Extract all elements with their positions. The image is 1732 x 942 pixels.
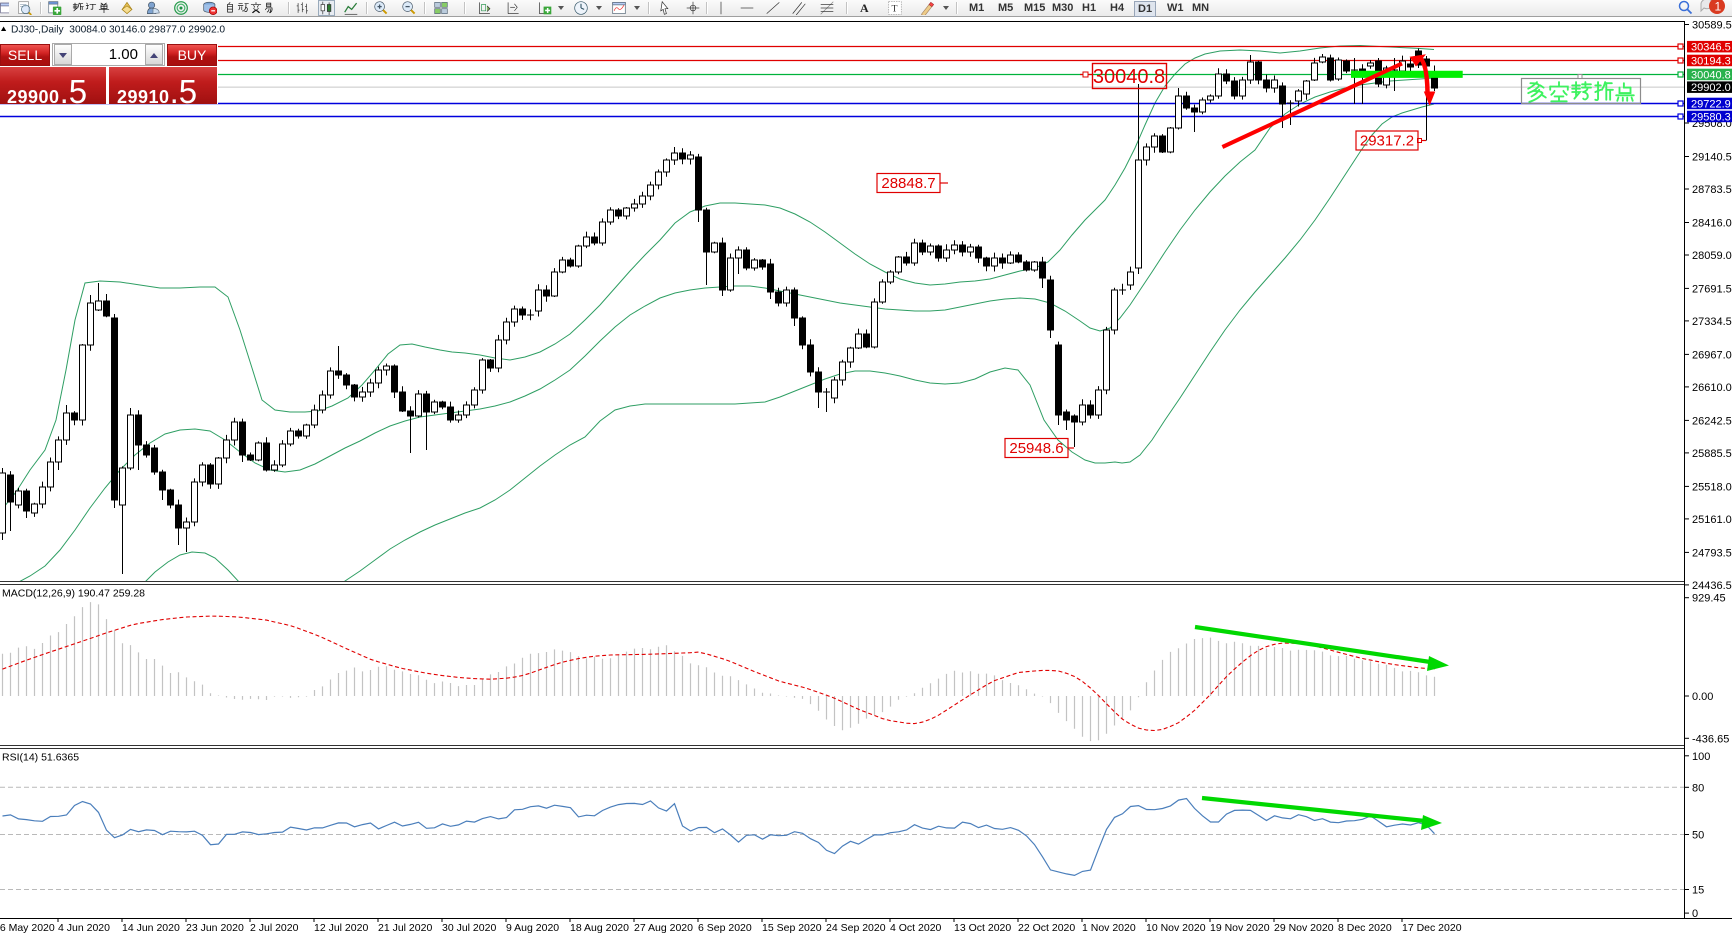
svg-text:0: 0	[1692, 908, 1698, 920]
svg-text:30040.8: 30040.8	[1691, 70, 1731, 82]
svg-text:1 Nov 2020: 1 Nov 2020	[1082, 922, 1136, 934]
svg-text:17 Dec 2020: 17 Dec 2020	[1402, 922, 1462, 934]
svg-text:28416.0: 28416.0	[1692, 218, 1732, 230]
svg-text:14 Jun 2020: 14 Jun 2020	[122, 922, 180, 934]
svg-text:9 Aug 2020: 9 Aug 2020	[506, 922, 559, 934]
svg-text:8 Dec 2020: 8 Dec 2020	[1338, 922, 1392, 934]
svg-text:28783.5: 28783.5	[1692, 184, 1732, 196]
svg-text:T: T	[892, 4, 898, 15]
svg-text:15 Sep 2020: 15 Sep 2020	[762, 922, 822, 934]
svg-text:19 Nov 2020: 19 Nov 2020	[1210, 922, 1270, 934]
svg-text:26242.5: 26242.5	[1692, 415, 1732, 427]
svg-text:25161.0: 25161.0	[1692, 514, 1732, 526]
svg-text:MACD(12,26,9) 190.47 259.28: MACD(12,26,9) 190.47 259.28	[2, 588, 145, 600]
svg-text:0.00: 0.00	[1692, 691, 1713, 703]
svg-text:29 Nov 2020: 29 Nov 2020	[1274, 922, 1334, 934]
svg-text:27334.5: 27334.5	[1692, 316, 1732, 328]
svg-text:18 Aug 2020: 18 Aug 2020	[570, 922, 629, 934]
svg-text:1: 1	[1715, 0, 1722, 14]
svg-text:RSI(14) 51.6365: RSI(14) 51.6365	[2, 752, 79, 764]
svg-text:26 May 2020: 26 May 2020	[0, 922, 55, 934]
svg-text:25885.5: 25885.5	[1692, 448, 1732, 460]
svg-text:29580.3: 29580.3	[1691, 111, 1731, 123]
svg-text:DJ30-,Daily 30084.0 30146.0 2: DJ30-,Daily 30084.0 30146.0 29877.0 2990…	[11, 25, 225, 36]
svg-text:27 Aug 2020: 27 Aug 2020	[634, 922, 693, 934]
svg-text:6 Sep 2020: 6 Sep 2020	[698, 922, 752, 934]
svg-text:30040.8: 30040.8	[1093, 66, 1165, 88]
svg-text:24793.5: 24793.5	[1692, 547, 1732, 559]
svg-text:100: 100	[1692, 751, 1710, 763]
svg-text:2 Jul 2020: 2 Jul 2020	[250, 922, 299, 934]
svg-text:24 Sep 2020: 24 Sep 2020	[826, 922, 886, 934]
svg-text:29722.9: 29722.9	[1691, 98, 1731, 110]
svg-text:25948.6: 25948.6	[1009, 440, 1063, 457]
svg-text:4 Oct 2020: 4 Oct 2020	[890, 922, 942, 934]
svg-text:30194.3: 30194.3	[1691, 56, 1731, 68]
svg-text:23 Jun 2020: 23 Jun 2020	[186, 922, 244, 934]
svg-text:13 Oct 2020: 13 Oct 2020	[954, 922, 1011, 934]
svg-text:30346.5: 30346.5	[1691, 42, 1731, 54]
svg-text:929.45: 929.45	[1692, 593, 1726, 605]
svg-text:30589.5: 30589.5	[1692, 20, 1732, 32]
svg-text:26967.0: 26967.0	[1692, 349, 1732, 361]
svg-text:27691.5: 27691.5	[1692, 283, 1732, 295]
svg-text:-436.65: -436.65	[1692, 733, 1729, 745]
svg-text:28848.7: 28848.7	[881, 175, 935, 192]
svg-text:50: 50	[1692, 830, 1704, 842]
svg-text:10 Nov 2020: 10 Nov 2020	[1146, 922, 1206, 934]
svg-text:26610.0: 26610.0	[1692, 382, 1732, 394]
svg-text:80: 80	[1692, 782, 1704, 794]
svg-text:30 Jul 2020: 30 Jul 2020	[442, 922, 496, 934]
svg-text:21 Jul 2020: 21 Jul 2020	[378, 922, 432, 934]
svg-text:29317.2: 29317.2	[1360, 133, 1414, 150]
svg-text:25518.0: 25518.0	[1692, 481, 1732, 493]
svg-text:4 Jun 2020: 4 Jun 2020	[58, 922, 110, 934]
svg-text:24436.5: 24436.5	[1692, 580, 1732, 592]
svg-text:15: 15	[1692, 885, 1704, 897]
svg-text:29140.5: 29140.5	[1692, 152, 1732, 164]
svg-text:12 Jul 2020: 12 Jul 2020	[314, 922, 368, 934]
svg-text:29902.0: 29902.0	[1691, 82, 1731, 94]
svg-text:28059.0: 28059.0	[1692, 250, 1732, 262]
svg-text:22 Oct 2020: 22 Oct 2020	[1018, 922, 1075, 934]
